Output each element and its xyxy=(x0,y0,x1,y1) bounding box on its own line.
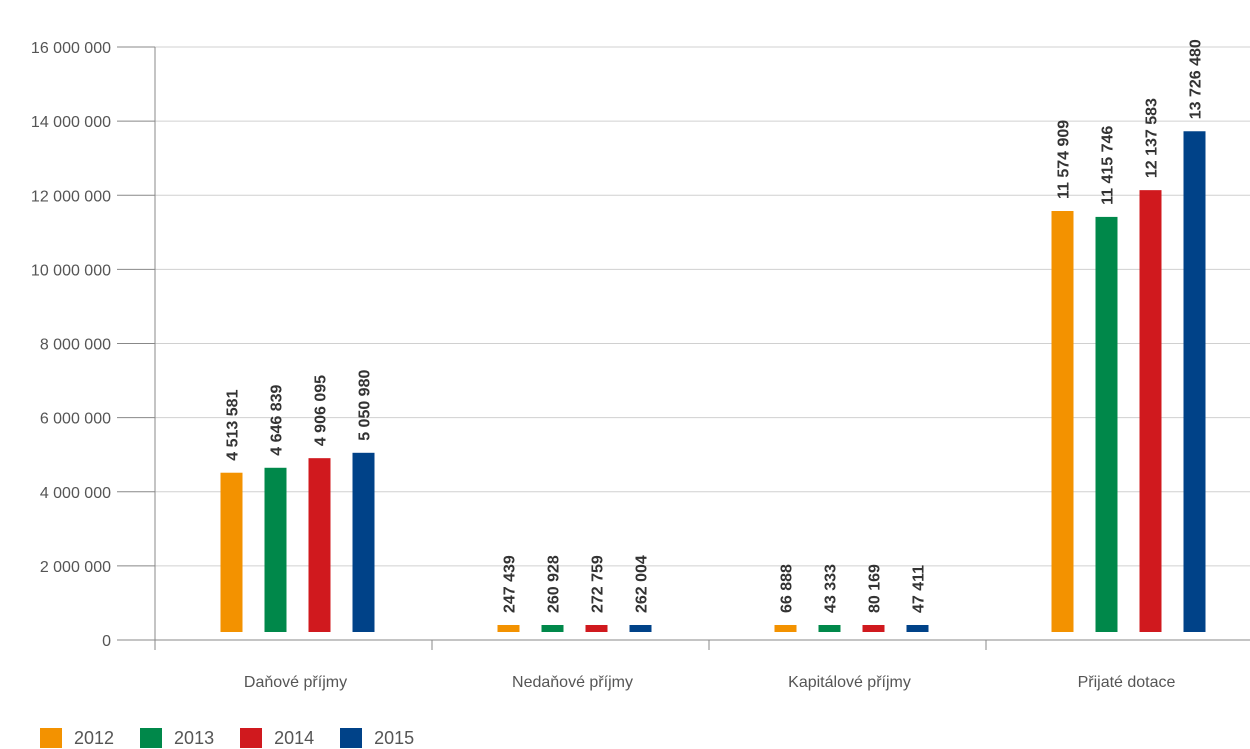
category-label: Nedaňové příjmy xyxy=(512,674,633,691)
bar-2012 xyxy=(220,472,243,632)
bar-2013 xyxy=(264,467,287,632)
data-label: 247 439 xyxy=(502,555,519,613)
legend-swatch xyxy=(340,728,363,748)
data-label: 43 333 xyxy=(823,564,840,613)
category-label: Přijaté dotace xyxy=(1078,674,1176,691)
data-label: 11 415 746 xyxy=(1100,126,1117,205)
legend-label: 2015 xyxy=(374,727,415,748)
y-tick-label: 0 xyxy=(102,633,111,650)
data-label: 80 169 xyxy=(867,564,884,613)
bar-2014 xyxy=(585,625,608,632)
data-label: 272 759 xyxy=(590,555,607,613)
bar-2014 xyxy=(862,625,885,632)
y-tick-label: 16 000 000 xyxy=(31,40,111,57)
data-label: 262 004 xyxy=(634,555,651,613)
category-label: Daňové příjmy xyxy=(244,674,347,691)
legend-label: 2013 xyxy=(174,727,215,748)
bar-2015 xyxy=(629,625,652,632)
legend-swatch xyxy=(240,728,263,748)
legend-item-2015: 2015 xyxy=(340,728,414,749)
bar-2015 xyxy=(352,452,375,632)
bar-2015 xyxy=(906,625,929,632)
legend-swatch xyxy=(40,728,62,748)
y-tick-label: 2 000 000 xyxy=(40,559,111,576)
data-label: 4 906 095 xyxy=(313,375,330,446)
bar-2013 xyxy=(1095,216,1118,632)
data-label: 5 050 980 xyxy=(357,370,374,441)
legend-item-2014: 2014 xyxy=(240,728,314,749)
data-label: 260 928 xyxy=(546,555,563,613)
data-label: 47 411 xyxy=(911,565,928,613)
legend-item-2012: 2012 xyxy=(40,728,114,749)
data-label: 12 137 583 xyxy=(1144,98,1161,178)
y-tick-label: 8 000 000 xyxy=(40,337,111,354)
bar-2014 xyxy=(1139,190,1162,633)
legend: 2012 2013 2014 2015 xyxy=(40,727,440,749)
data-label: 11 574 909 xyxy=(1056,120,1073,199)
bar-2015 xyxy=(1183,131,1206,632)
legend-label: 2012 xyxy=(74,727,115,748)
y-tick-label: 4 000 000 xyxy=(40,485,111,502)
legend-swatch xyxy=(140,728,163,748)
bar-2012 xyxy=(1051,211,1074,632)
bar-2013 xyxy=(541,625,564,632)
legend-item-2013: 2013 xyxy=(140,728,214,749)
bar-2012 xyxy=(774,625,797,632)
y-tick-label: 12 000 000 xyxy=(31,188,111,205)
data-label: 4 513 581 xyxy=(225,389,242,460)
data-label: 4 646 839 xyxy=(269,384,286,455)
y-tick-label: 14 000 000 xyxy=(31,114,111,131)
y-tick-label: 10 000 000 xyxy=(31,262,111,279)
bar-2014 xyxy=(308,458,331,632)
legend-label: 2014 xyxy=(274,727,315,748)
category-label: Kapitálové příjmy xyxy=(788,674,911,691)
data-label: 66 888 xyxy=(779,564,796,613)
bar-2013 xyxy=(818,625,841,632)
y-tick-label: 6 000 000 xyxy=(40,411,111,428)
bar-2012 xyxy=(497,625,520,632)
data-label: 13 726 480 xyxy=(1188,39,1205,119)
